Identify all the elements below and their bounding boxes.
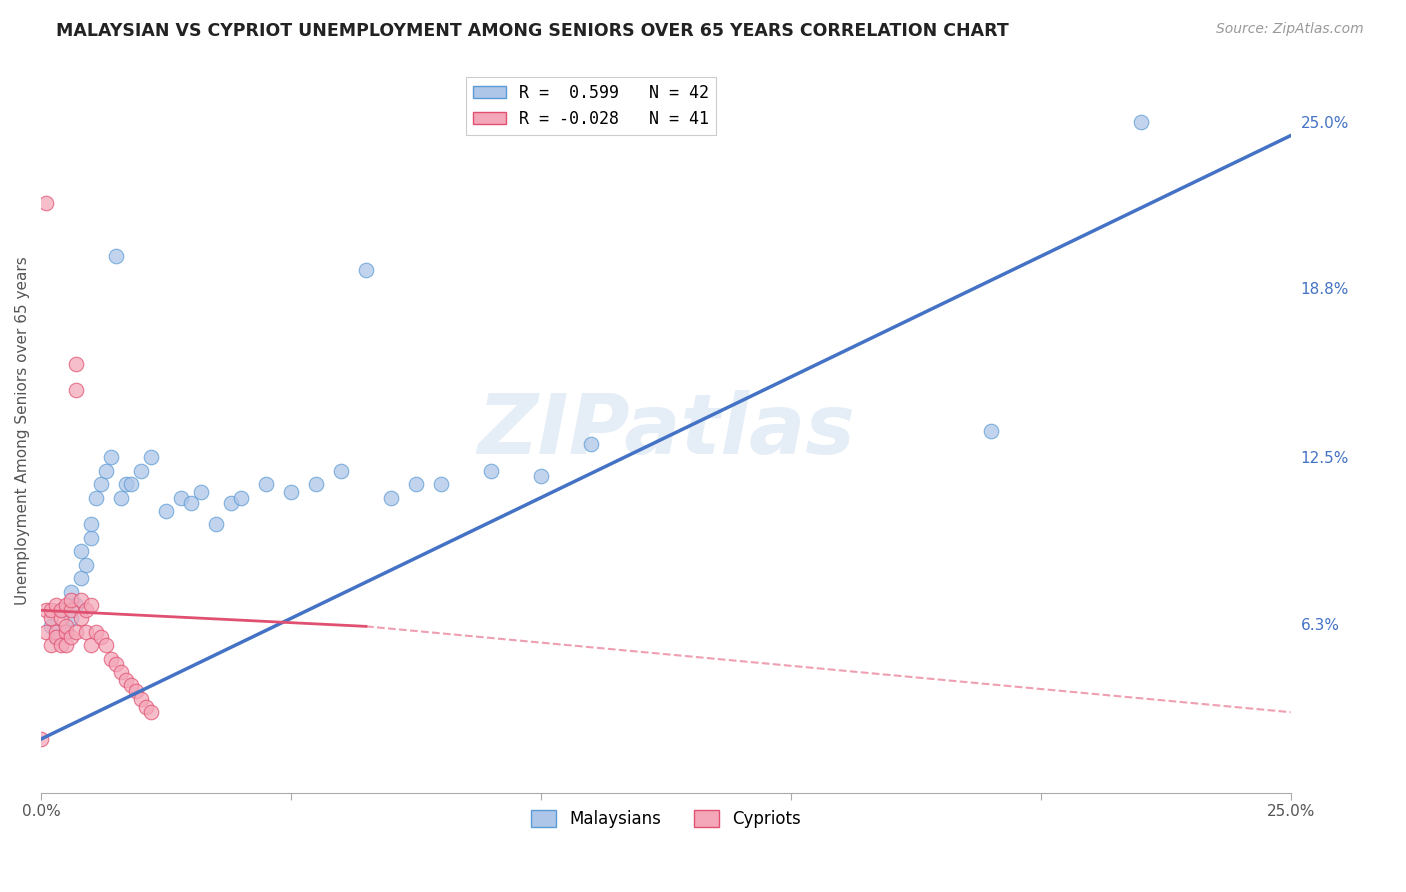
Point [80,531,103,545]
Point [330,464,353,478]
Point [84,491,107,505]
Point [39,619,62,633]
Point [80,638,103,652]
Point [75,558,97,572]
Point [49,638,72,652]
Point [205,517,228,532]
Point [65,598,87,612]
Point [1129,115,1152,129]
Point [155,504,177,518]
Point [430,477,453,491]
Point [100,450,122,465]
Text: ZIPatlas: ZIPatlas [477,390,855,471]
Point [120,477,142,491]
Point [579,437,602,451]
Point [180,496,202,510]
Point [60,630,83,644]
Point [49,603,72,617]
Point [129,691,152,706]
Point [110,491,132,505]
Point [75,603,97,617]
Point [35,603,58,617]
Point [70,592,93,607]
Point [170,491,193,505]
Point [135,699,157,714]
Point [45,598,67,612]
Point [129,464,152,478]
Point [80,598,103,612]
Point [115,477,138,491]
Point [45,630,67,644]
Point [479,464,502,478]
Point [60,592,83,607]
Point [39,603,62,617]
Point [39,611,62,625]
Point [60,611,83,625]
Point [84,624,107,639]
Point [55,619,77,633]
Y-axis label: Unemployment Among Seniors over 65 years: Unemployment Among Seniors over 65 years [15,256,30,605]
Point [65,624,87,639]
Point [80,517,103,532]
Point [305,477,328,491]
Text: MALAYSIAN VS CYPRIOT UNEMPLOYMENT AMONG SENIORS OVER 65 YEARS CORRELATION CHART: MALAYSIAN VS CYPRIOT UNEMPLOYMENT AMONG … [56,22,1010,40]
Point [115,673,138,687]
Point [100,651,122,665]
Point [55,624,77,639]
Point [45,630,67,644]
Point [70,544,93,558]
Point [94,464,117,478]
Point [94,638,117,652]
Point [405,477,427,491]
Point [90,477,112,491]
Text: Source: ZipAtlas.com: Source: ZipAtlas.com [1216,22,1364,37]
Point [354,262,377,277]
Point [65,357,87,371]
Point [45,624,67,639]
Point [280,485,302,500]
Point [125,683,148,698]
Point [75,624,97,639]
Point [35,624,58,639]
Point [55,638,77,652]
Point [120,678,142,692]
Point [254,477,277,491]
Point [139,705,162,719]
Point [105,249,128,263]
Point [139,450,162,465]
Point [30,731,52,746]
Point [105,657,128,671]
Point [229,491,252,505]
Point [90,630,112,644]
Point [49,603,72,617]
Point [39,638,62,652]
Point [380,491,402,505]
Point [60,603,83,617]
Point [530,469,553,483]
Point [980,424,1002,438]
Legend: Malaysians, Cypriots: Malaysians, Cypriots [524,804,808,835]
Point [190,485,212,500]
Point [35,195,58,210]
Point [219,496,242,510]
Point [110,665,132,679]
Point [65,384,87,398]
Point [60,584,83,599]
Point [49,611,72,625]
Point [55,624,77,639]
Point [70,611,93,625]
Point [70,571,93,585]
Point [55,598,77,612]
